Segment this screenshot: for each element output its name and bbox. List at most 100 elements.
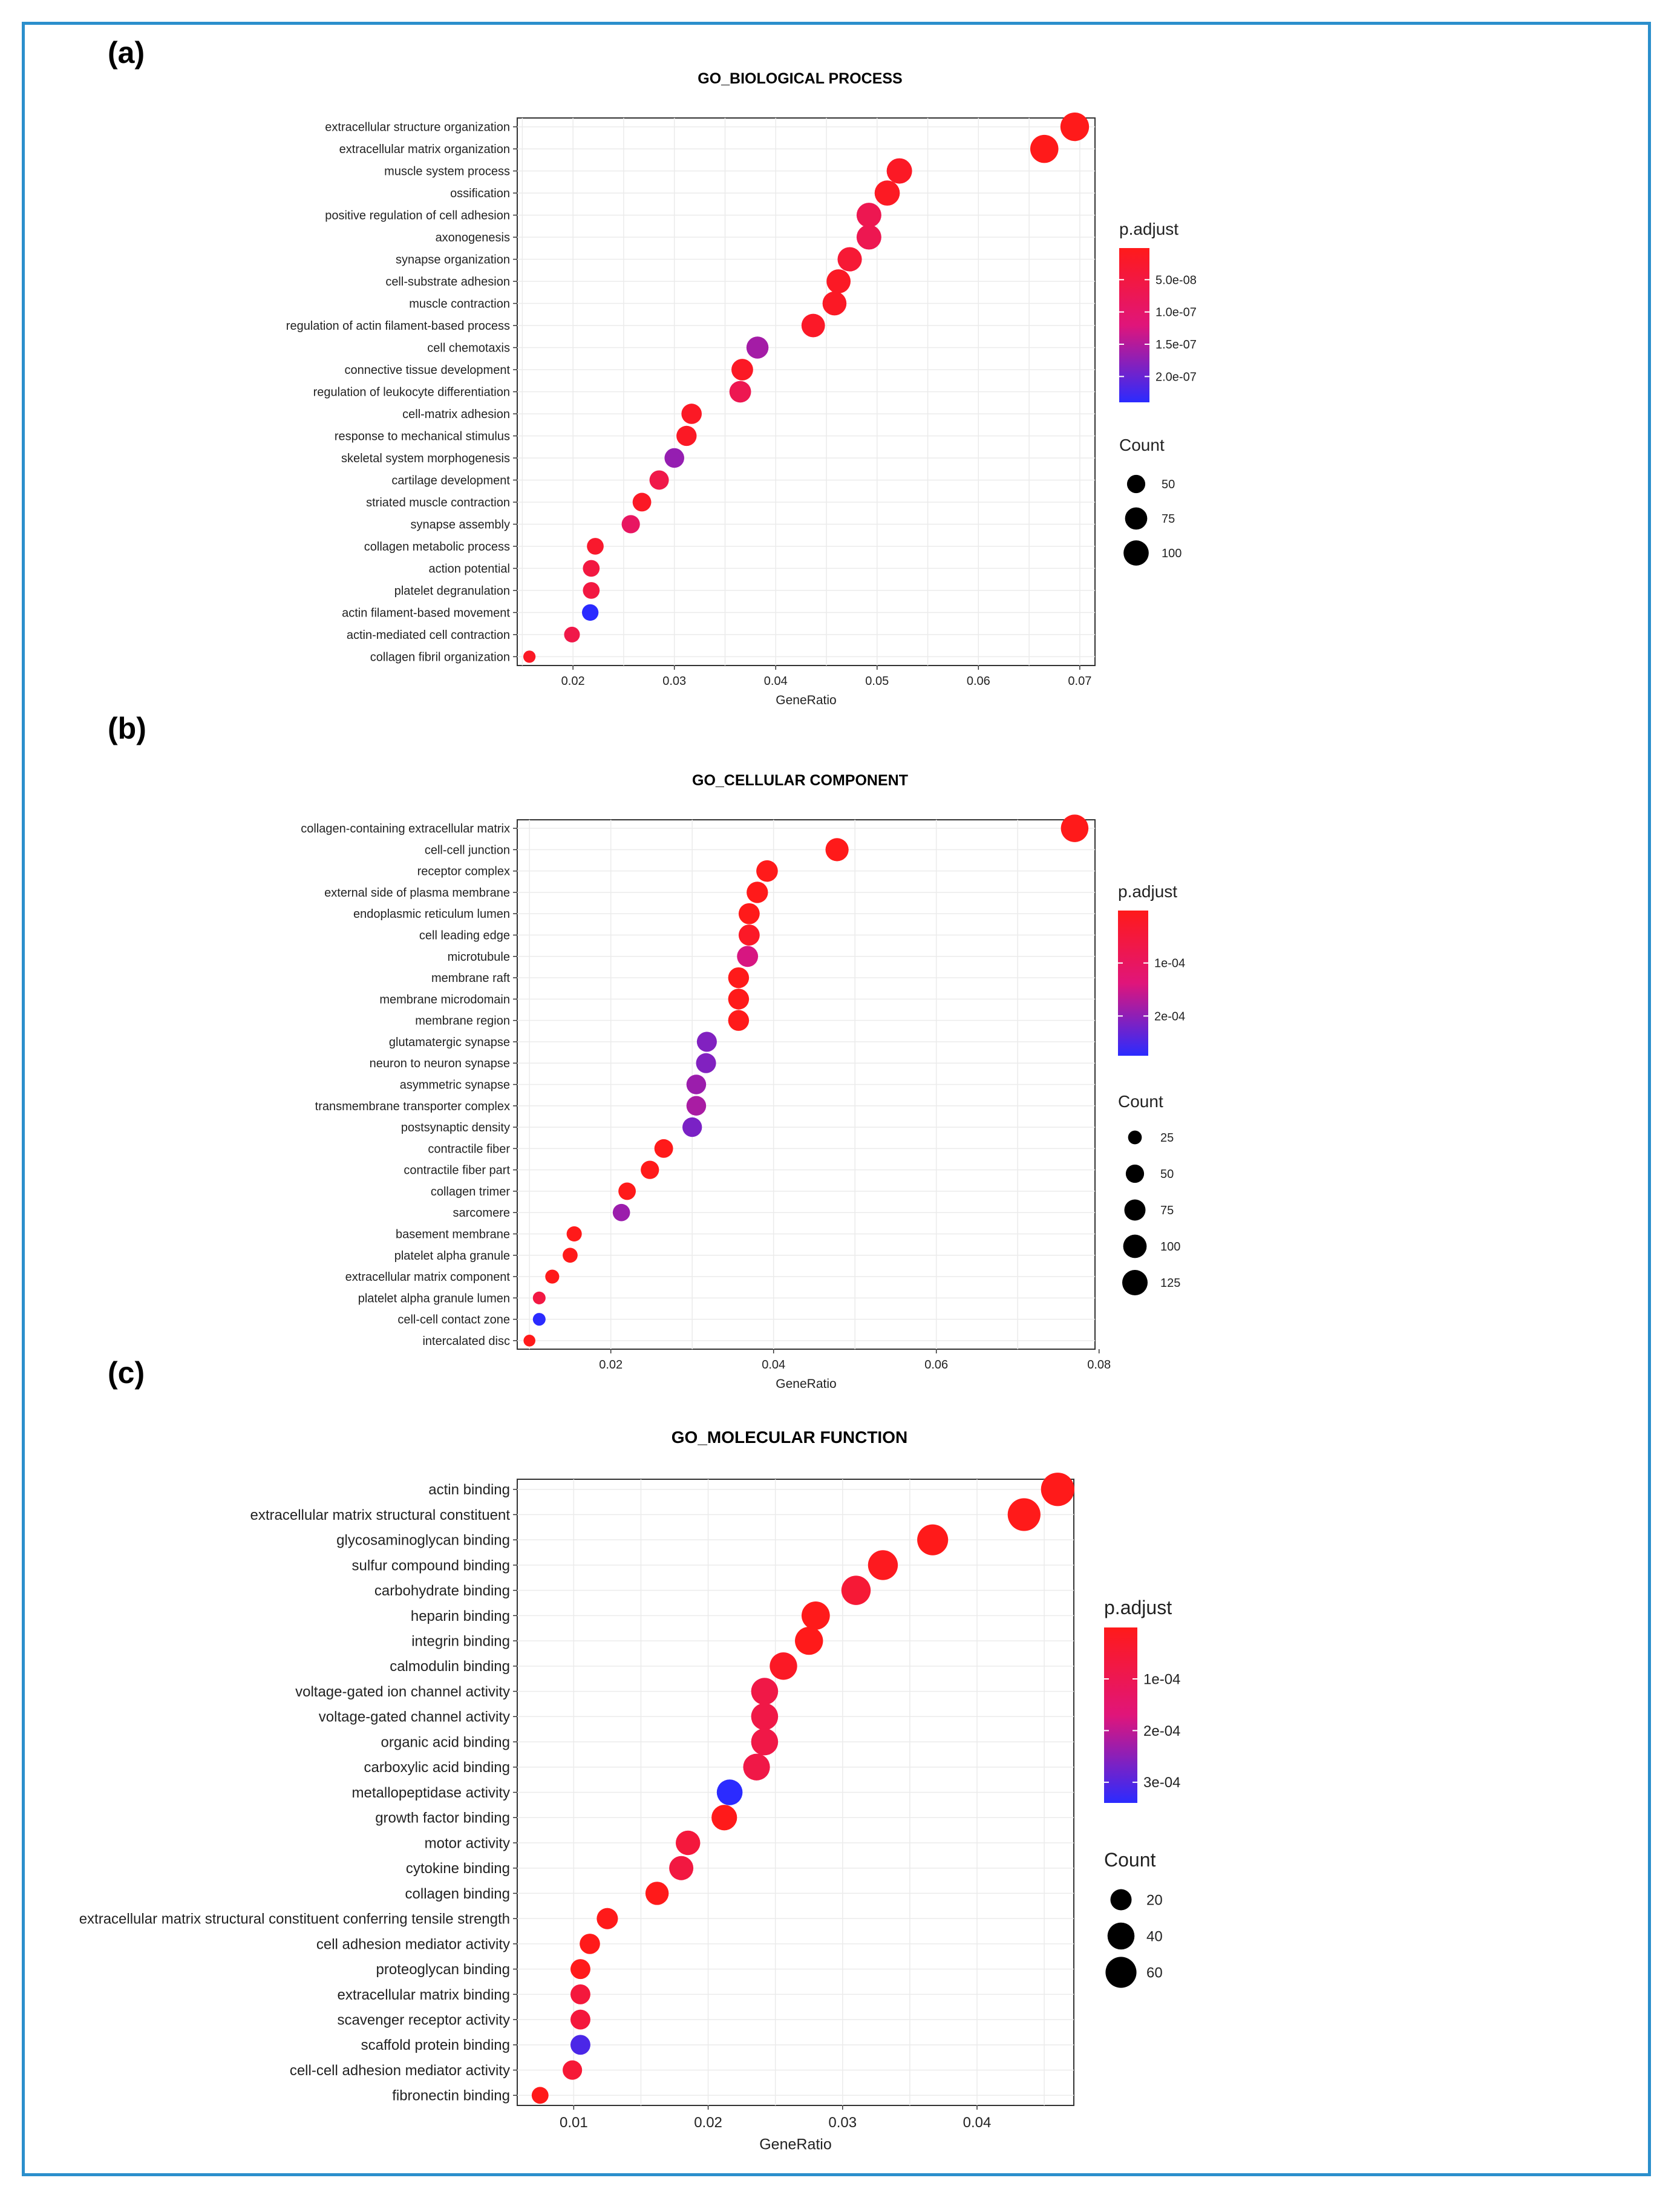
data-point (686, 1096, 707, 1116)
y-tick-label: extracellular matrix organization (339, 143, 510, 156)
y-tick-label: sarcomere (453, 1206, 510, 1220)
data-point (751, 1703, 779, 1730)
y-tick-label: regulation of leukocyte differentiation (313, 386, 510, 399)
data-point (729, 381, 751, 403)
y-tick-label: proteoglycan binding (376, 1961, 511, 1978)
data-point (664, 448, 684, 468)
data-point (868, 1550, 898, 1580)
count-legend-dot (1105, 1957, 1137, 1988)
y-tick-label: extracellular matrix structural constitu… (250, 1507, 511, 1523)
y-tick-label: calmodulin binding (390, 1658, 510, 1675)
count-legend-label: 100 (1162, 547, 1182, 560)
count-legend-label: 125 (1160, 1277, 1180, 1290)
figure-border (22, 22, 1651, 2176)
data-point (856, 203, 881, 228)
data-point (1061, 814, 1089, 842)
y-tick-label: cytokine binding (406, 1860, 510, 1877)
x-axis-label: GeneRatio (776, 693, 836, 707)
y-tick-label: cell-substrate adhesion (385, 275, 510, 289)
x-tick-label: 0.03 (828, 2115, 857, 2131)
data-point (751, 1728, 779, 1756)
data-point (711, 1805, 737, 1831)
y-tick-label: basement membrane (396, 1228, 510, 1241)
y-tick-label: cell leading edge (419, 929, 510, 943)
data-point (1007, 1498, 1041, 1531)
count-legend-dot (1126, 474, 1146, 494)
y-tick-label: muscle system process (384, 165, 510, 178)
colorbar-tick-label: 1e-04 (1154, 957, 1185, 970)
count-legend-label: 75 (1162, 512, 1175, 526)
data-point (641, 1160, 659, 1179)
y-tick-label: organic acid binding (381, 1734, 510, 1750)
legend-padjust-title: p.adjust (1119, 220, 1178, 238)
x-axis-label: GeneRatio (759, 2136, 832, 2153)
data-point (570, 1959, 590, 1980)
y-tick-label: cell adhesion mediator activity (316, 1936, 510, 1952)
y-tick-label: extracellular matrix binding (338, 1987, 510, 2003)
colorbar-tick-label: 2e-04 (1154, 1010, 1185, 1023)
count-legend-dot (1123, 1234, 1147, 1258)
x-axis-label: GeneRatio (776, 1377, 836, 1391)
data-point (566, 1226, 582, 1242)
colorbar-tick-label: 1.5e-07 (1155, 338, 1197, 352)
y-tick-label: growth factor binding (375, 1810, 510, 1827)
data-point (676, 1830, 701, 1856)
data-point (583, 560, 600, 577)
panel-molecular-function: GO_MOLECULAR FUNCTION actin binding extrac… (79, 1428, 1181, 2153)
y-tick-label: transmembrane transporter complex (315, 1100, 510, 1113)
count-legend-dot (1124, 1199, 1146, 1221)
data-point (917, 1524, 949, 1555)
panel-biological-process: GO_BIOLOGICAL PROCESS extracellular struc… (286, 70, 1197, 707)
y-tick-label: microtubule (448, 950, 510, 964)
data-point (563, 2060, 583, 2080)
count-legend-label: 50 (1160, 1168, 1174, 1181)
data-point (874, 180, 900, 206)
data-point (696, 1032, 717, 1052)
x-tick-label: 0.04 (764, 675, 788, 688)
chart-title: GO_MOLECULAR FUNCTION (672, 1428, 907, 1447)
data-point (632, 492, 652, 512)
y-tick-label: external side of plasma membrane (324, 886, 510, 900)
data-point (801, 313, 825, 338)
data-point (825, 838, 849, 862)
x-tick-label: 0.02 (599, 1358, 623, 1372)
y-tick-label: collagen trimer (431, 1185, 511, 1199)
x-tick-label: 0.05 (865, 675, 889, 688)
y-tick-label: synapse assembly (410, 518, 510, 531)
count-legend-label: 20 (1146, 1892, 1163, 1908)
y-tick-label: scavenger receptor activity (338, 2012, 510, 2029)
colorbar-tick-label: 1e-04 (1143, 1671, 1180, 1687)
legend-padjust-title: p.adjust (1104, 1597, 1172, 1618)
y-tick-label: platelet alpha granule (394, 1249, 510, 1263)
y-tick-label: postsynaptic density (401, 1121, 510, 1134)
y-tick-label: positive regulation of cell adhesion (325, 209, 510, 223)
data-point (570, 2035, 590, 2055)
data-point (716, 1779, 743, 1805)
data-point (596, 1908, 618, 1929)
data-point (841, 1575, 871, 1605)
data-point (822, 291, 847, 316)
x-tick-label: 0.04 (762, 1358, 785, 1372)
panel-label-c: (c) (108, 1356, 145, 1390)
count-legend-label: 25 (1160, 1131, 1174, 1145)
colorbar (1118, 911, 1148, 1056)
data-point (523, 1335, 535, 1347)
colorbar-tick-label: 2.0e-07 (1155, 370, 1197, 384)
data-point (645, 1882, 669, 1905)
data-point (532, 1291, 546, 1304)
y-tick-label: extracellular matrix structural constitu… (79, 1911, 510, 1928)
colorbar-tick-label: 5.0e-08 (1155, 273, 1197, 287)
y-tick-label: scaffold protein binding (361, 2037, 510, 2053)
y-tick-label: membrane region (415, 1015, 510, 1028)
data-point (756, 860, 778, 882)
count-legend-label: 50 (1162, 478, 1175, 491)
y-tick-label: ossification (450, 187, 510, 200)
y-tick-label: cell-cell contact zone (397, 1313, 510, 1327)
data-point (681, 404, 702, 424)
data-point (1030, 134, 1059, 163)
data-point (654, 1139, 673, 1158)
y-tick-label: cell-matrix adhesion (402, 408, 510, 421)
data-point (696, 1053, 716, 1073)
count-legend-label: 75 (1160, 1204, 1174, 1217)
legend-padjust-title: p.adjust (1118, 882, 1177, 901)
